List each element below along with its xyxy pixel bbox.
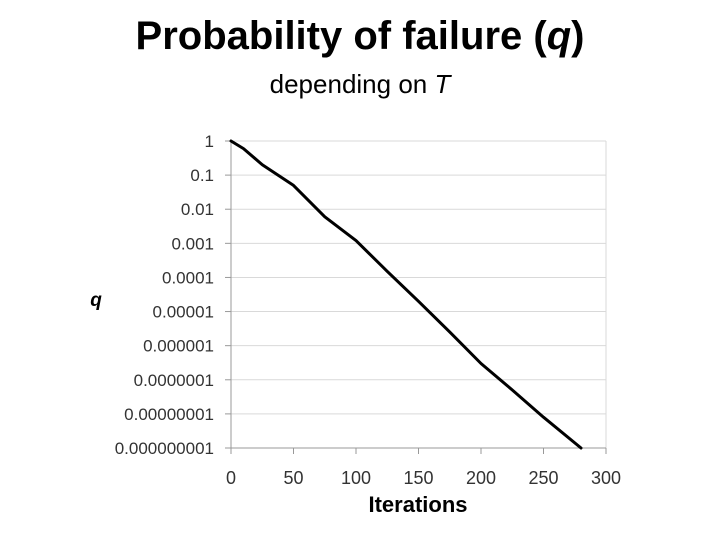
series-layer xyxy=(229,139,583,450)
y-axis-label: q xyxy=(90,290,102,311)
y-tick-label: 0.000001 xyxy=(143,337,214,356)
x-tick-label: 300 xyxy=(591,468,621,488)
x-tick-label: 100 xyxy=(341,468,371,488)
x-tick-label: 150 xyxy=(403,468,433,488)
series-line xyxy=(229,139,583,450)
chart-subtitle: depending on T xyxy=(0,68,720,100)
y-tick-label: 0.001 xyxy=(171,234,214,253)
x-axis-tick-labels: 0 50 100 150 200 250 300 xyxy=(226,468,621,488)
y-tick-label: 0.1 xyxy=(190,166,214,185)
y-axis-tick-labels: 1 0.1 0.01 0.001 0.0001 0.00001 0.000001 0.0000… xyxy=(115,132,214,458)
title-main-text: Probability of failure ( xyxy=(135,14,547,58)
subtitle-main-text: depending on xyxy=(269,69,435,99)
title-close-paren: ) xyxy=(571,14,585,58)
y-tick-label: 0.0001 xyxy=(162,268,214,287)
x-tick-label: 50 xyxy=(283,468,303,488)
title-variable-q: q xyxy=(546,14,572,58)
y-tick-label: 1 xyxy=(205,132,214,151)
x-tick-label: 200 xyxy=(466,468,496,488)
x-tick-label: 0 xyxy=(226,468,236,488)
chart-title: Probability of failure (q) xyxy=(0,12,720,60)
x-axis-label: Iterations xyxy=(368,492,467,517)
y-tick-label: 0.00001 xyxy=(153,303,214,322)
x-tick-label: 250 xyxy=(528,468,558,488)
gridlines xyxy=(225,140,607,454)
y-tick-label: 0.000000001 xyxy=(115,439,214,458)
y-tick-label: 0.0000001 xyxy=(134,371,214,390)
y-tick-label: 0.01 xyxy=(181,200,214,219)
y-tick-label: 0.00000001 xyxy=(124,405,214,424)
subtitle-variable-t: T xyxy=(434,69,451,99)
